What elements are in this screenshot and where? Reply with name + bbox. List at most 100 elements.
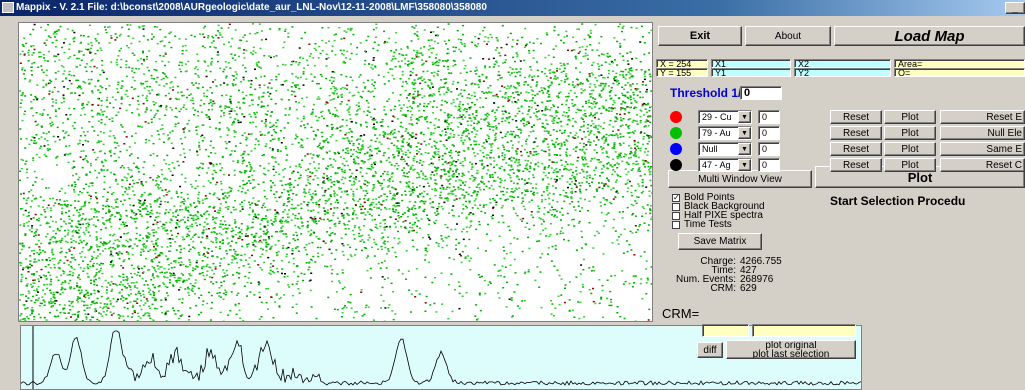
map-pixel (602, 128, 604, 130)
map-pixel (497, 292, 499, 294)
map-pixel (233, 207, 235, 209)
map-pixel (340, 74, 342, 76)
map-pixel (152, 297, 154, 299)
map-pixel (165, 313, 167, 315)
map-pixel (315, 202, 317, 204)
map-pixel (360, 124, 362, 126)
map-pixel (483, 166, 485, 168)
map-pixel (239, 204, 241, 206)
map-pixel (94, 209, 96, 211)
map-pixel (371, 247, 373, 249)
map-pixel (270, 115, 272, 117)
map-pixel (557, 77, 559, 79)
map-pixel (128, 253, 130, 255)
map-pixel (340, 103, 342, 105)
map-pixel (599, 303, 601, 305)
map-pixel (435, 311, 437, 313)
map-pixel (446, 179, 448, 181)
map-pixel (329, 227, 331, 229)
map-pixel (129, 204, 131, 206)
map-pixel (633, 98, 635, 100)
map-pixel (169, 132, 171, 134)
map-pixel (181, 273, 183, 275)
map-pixel (484, 119, 486, 121)
map-pixel (453, 81, 455, 83)
map-pixel (137, 266, 139, 268)
map-pixel (149, 93, 151, 95)
map-pixel (293, 234, 295, 236)
map-pixel (242, 188, 244, 190)
map-pixel (206, 264, 208, 266)
map-pixel (68, 210, 70, 212)
map-pixel (174, 241, 176, 243)
map-pixel (69, 305, 71, 307)
map-pixel (577, 301, 579, 303)
map-pixel (307, 205, 309, 207)
map-pixel (477, 191, 479, 193)
map-pixel (271, 236, 273, 238)
map-pixel (542, 219, 544, 221)
map-pixel (388, 148, 390, 150)
map-pixel (20, 243, 22, 245)
map-pixel (630, 192, 632, 194)
map-pixel (44, 138, 46, 140)
minimize-button[interactable]: _ (1005, 2, 1025, 14)
map-pixel (255, 233, 257, 235)
map-pixel (24, 78, 26, 80)
map-pixel (423, 203, 425, 205)
map-pixel (129, 104, 131, 106)
map-pixel (120, 59, 122, 61)
map-pixel (139, 206, 141, 208)
map-pixel (432, 31, 434, 32)
map-pixel (23, 198, 25, 200)
map-pixel (52, 221, 54, 223)
map-pixel (21, 279, 23, 281)
map-pixel (449, 168, 451, 170)
map-pixel (594, 303, 596, 305)
map-pixel (111, 281, 113, 283)
map-pixel (32, 160, 34, 162)
map-pixel (141, 215, 143, 217)
map-pixel (405, 279, 407, 281)
map-pixel (238, 90, 240, 92)
map-pixel (235, 29, 237, 31)
map-pixel (393, 319, 395, 321)
map-pixel (602, 165, 604, 167)
map-pixel (417, 92, 419, 94)
map-pixel (68, 301, 70, 303)
map-pixel (238, 102, 240, 104)
map-pixel (254, 260, 256, 262)
map-pixel (153, 246, 155, 248)
map-pixel (415, 134, 417, 136)
map-pixel (598, 159, 600, 161)
map-pixel (585, 244, 587, 246)
map-pixel (347, 165, 349, 167)
map-pixel (58, 29, 60, 31)
map-pixel (239, 186, 241, 188)
map-pixel (282, 247, 284, 249)
map-pixel (511, 101, 513, 103)
map-pixel (154, 269, 156, 271)
map-pixel (146, 95, 148, 97)
map-pixel (649, 180, 651, 182)
map-pixel (462, 296, 464, 298)
map-pixel (19, 315, 21, 317)
map-pixel (590, 130, 592, 132)
map-pixel (614, 275, 616, 277)
map-pixel (254, 203, 256, 205)
map-pixel (466, 226, 468, 228)
map-pixel (308, 231, 310, 233)
map-pixel (451, 209, 453, 211)
map-pixel (38, 281, 40, 283)
map-pixel (109, 119, 111, 121)
map-pixel (33, 62, 35, 64)
map-pixel (459, 101, 461, 103)
map-pixel (528, 50, 530, 52)
map-pixel (42, 80, 44, 82)
map-pixel (516, 151, 518, 153)
map-pixel (116, 59, 118, 61)
map-pixel (471, 102, 473, 104)
map-pixel (23, 267, 25, 269)
map-pixel (263, 231, 265, 233)
map-pixel (312, 210, 314, 212)
